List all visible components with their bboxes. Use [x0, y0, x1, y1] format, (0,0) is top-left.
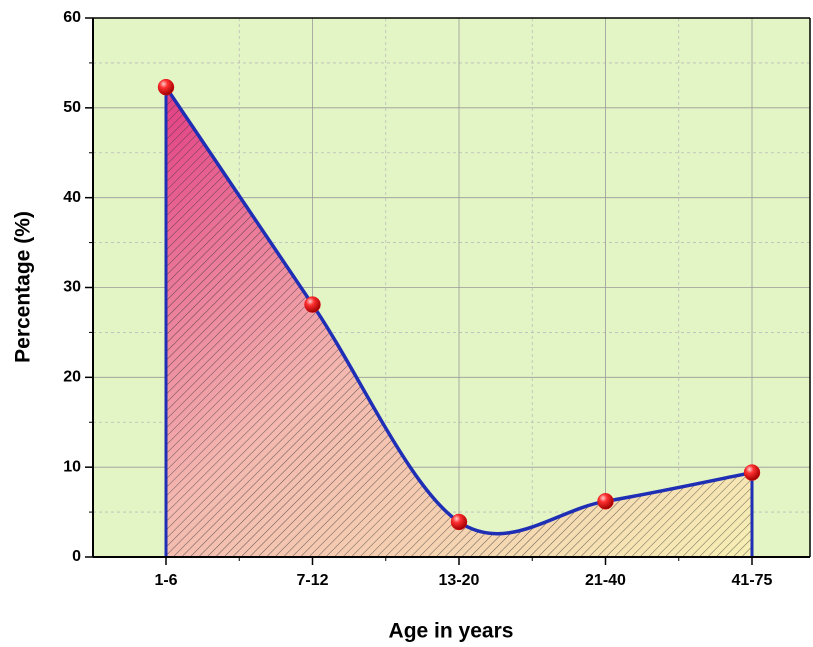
y-tick-label: 40 — [63, 189, 81, 206]
marker — [157, 78, 175, 96]
marker — [743, 464, 761, 481]
marker — [597, 493, 614, 510]
area-hatch — [166, 87, 752, 558]
x-tick-label: 21-40 — [585, 572, 626, 589]
marker — [304, 296, 321, 313]
y-tick-label: 50 — [63, 99, 81, 116]
x-tick-label: 7-12 — [296, 572, 328, 589]
y-axis-label: Percentage (%) — [12, 211, 35, 363]
y-tick-label: 20 — [63, 369, 81, 386]
x-tick-label: 1-6 — [154, 572, 177, 589]
line — [164, 86, 753, 536]
y-tick-label: 10 — [63, 458, 81, 475]
x-tick-label: 13-20 — [439, 572, 480, 589]
marker — [450, 513, 468, 531]
y-tick-label: 0 — [72, 548, 81, 565]
y-tick-label: 30 — [63, 279, 81, 296]
x-axis-label: Age in years — [389, 620, 514, 643]
y-tick-label: 60 — [63, 9, 81, 26]
x-tick-label: 41-75 — [732, 572, 773, 589]
